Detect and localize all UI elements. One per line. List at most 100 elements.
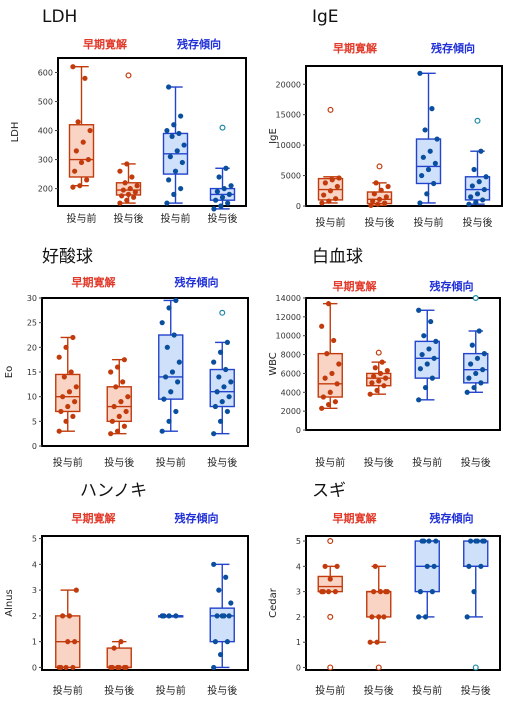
data-point (221, 185, 227, 192)
data-point (217, 418, 224, 424)
data-point (167, 154, 173, 160)
data-point (214, 389, 220, 395)
data-point (121, 423, 127, 429)
y-tick-label: 12000 (276, 313, 301, 322)
y-tick-label: 10000 (276, 332, 301, 341)
category-label: 投与後 (461, 684, 491, 697)
outlier-point (219, 124, 226, 131)
data-point (116, 664, 122, 671)
category-label: 投与後 (365, 216, 395, 229)
data-point (73, 587, 79, 593)
category-label: 投与前 (315, 684, 345, 697)
data-point (322, 563, 328, 569)
box-group-1 (366, 163, 393, 208)
data-point (178, 185, 184, 192)
data-point (481, 538, 487, 544)
data-point (319, 200, 325, 206)
data-point (334, 563, 340, 569)
data-point (422, 614, 429, 620)
data-point (429, 375, 435, 381)
data-point (171, 122, 177, 128)
y-axis-label: IgE (268, 128, 279, 144)
chart-title: ハンノキ (80, 481, 147, 501)
data-point (369, 380, 375, 386)
data-point (80, 139, 86, 145)
data-point (422, 384, 429, 391)
data-point (169, 369, 176, 375)
data-point (336, 361, 342, 367)
category-label: 投与後 (207, 684, 237, 697)
data-point (212, 639, 218, 645)
data-point (324, 351, 330, 357)
data-point (367, 639, 373, 645)
data-point (166, 84, 172, 90)
data-point (474, 191, 481, 197)
data-point (431, 563, 437, 569)
data-point (433, 538, 439, 544)
data-point (320, 394, 326, 400)
box-group-2 (415, 70, 442, 206)
data-point (125, 191, 132, 197)
chart-title: 好酸球 (42, 247, 93, 267)
group-label-early: 早期寛解 (72, 511, 116, 525)
data-point (121, 357, 127, 363)
data-point (384, 368, 390, 374)
outlier-point (375, 349, 382, 356)
data-point (212, 403, 218, 410)
data-point (426, 346, 432, 352)
y-tick-label: 5 (32, 417, 37, 426)
data-point (382, 200, 388, 206)
data-point (383, 194, 389, 200)
data-point (77, 183, 83, 189)
data-point (171, 191, 177, 197)
data-point (175, 379, 181, 385)
data-point (124, 197, 130, 203)
group-label-early: 早期寛解 (333, 279, 377, 293)
category-label: 投与後 (364, 456, 394, 469)
box-group-1 (115, 72, 142, 206)
data-point (431, 180, 437, 187)
category-label: 投与前 (412, 684, 442, 697)
data-point (228, 379, 234, 385)
data-point (178, 113, 184, 119)
data-point (383, 375, 389, 381)
data-point (108, 431, 114, 437)
data-point (424, 191, 430, 197)
data-point (367, 391, 373, 397)
data-point (58, 664, 64, 671)
data-point (466, 375, 472, 381)
category-label: 投与後 (114, 212, 144, 225)
data-point (63, 664, 69, 671)
y-tick-label: 15 (27, 368, 37, 377)
data-point (166, 613, 172, 619)
plot-frame (57, 57, 247, 207)
data-point (419, 351, 425, 358)
data-point (322, 375, 328, 381)
data-point (226, 394, 232, 400)
data-point (114, 364, 121, 370)
data-point (469, 183, 475, 189)
data-point (332, 399, 338, 405)
y-tick-label: 2 (296, 613, 301, 622)
box-iqr (106, 647, 132, 669)
category-label: 投与前 (156, 684, 186, 697)
y-tick-label: 5000 (281, 172, 301, 181)
data-point (68, 369, 74, 375)
category-label: 投与前 (315, 456, 345, 469)
group-label-residual: 残存傾向 (175, 511, 219, 525)
data-point (70, 334, 76, 341)
data-point (111, 403, 117, 410)
data-point (120, 187, 126, 193)
data-point (417, 589, 423, 595)
data-point (173, 408, 179, 415)
y-tick-label: 30 (27, 294, 37, 303)
box-group-0 (55, 334, 81, 434)
data-point (78, 159, 85, 166)
group-label-early: 早期寛解 (333, 511, 377, 525)
plot-frame (305, 65, 503, 207)
data-point (420, 154, 426, 160)
data-point (416, 307, 422, 313)
y-tick-label: 2000 (281, 407, 301, 416)
data-point (471, 166, 477, 173)
